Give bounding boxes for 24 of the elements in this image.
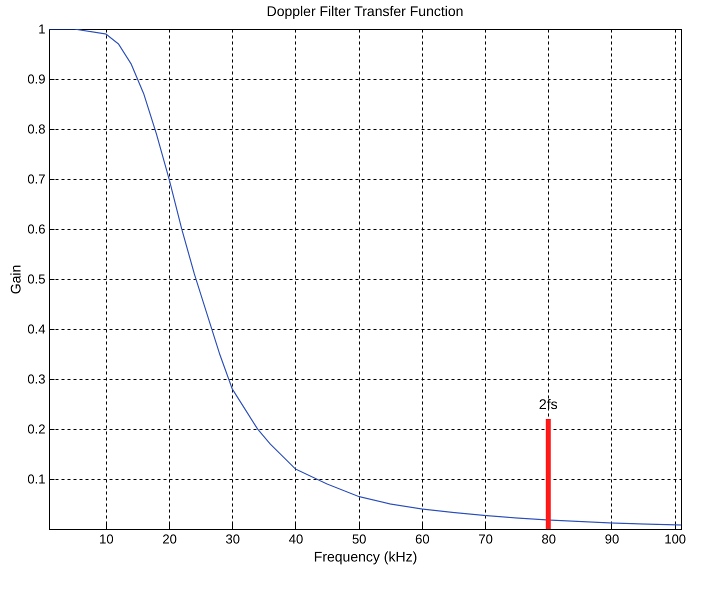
- y-tick-label: 0.6: [27, 222, 46, 236]
- y-tick-label: 0.8: [27, 122, 46, 136]
- y-axis-title: Gain: [7, 264, 24, 294]
- x-tick-label: 10: [99, 532, 114, 546]
- y-tick-label: 1: [38, 22, 46, 36]
- chart-title: Doppler Filter Transfer Function: [266, 3, 464, 19]
- x-tick-label: 70: [478, 532, 493, 546]
- x-tick-label: 90: [604, 532, 620, 546]
- x-tick-label: 80: [542, 532, 556, 546]
- x-tick-label: 100: [664, 532, 686, 546]
- x-tick-label: 40: [288, 532, 304, 546]
- y-tick-label: 0.3: [27, 372, 46, 386]
- x-tick-label: 50: [352, 532, 366, 546]
- y-tick-label: 0.2: [27, 422, 46, 436]
- y-tick-label: 0.1: [27, 472, 46, 486]
- line-series: [49, 29, 681, 526]
- x-axis-title: Frequency (kHz): [314, 548, 418, 564]
- y-tick-label: 0.5: [27, 272, 46, 286]
- y-tick-label: 0.7: [27, 172, 46, 186]
- y-tick-label: 0.4: [27, 322, 46, 336]
- x-tick-label: 30: [226, 532, 240, 546]
- y-tick-label: 0.9: [27, 72, 46, 86]
- x-tick-label: 60: [415, 532, 430, 546]
- x-tick-label: 20: [162, 532, 177, 546]
